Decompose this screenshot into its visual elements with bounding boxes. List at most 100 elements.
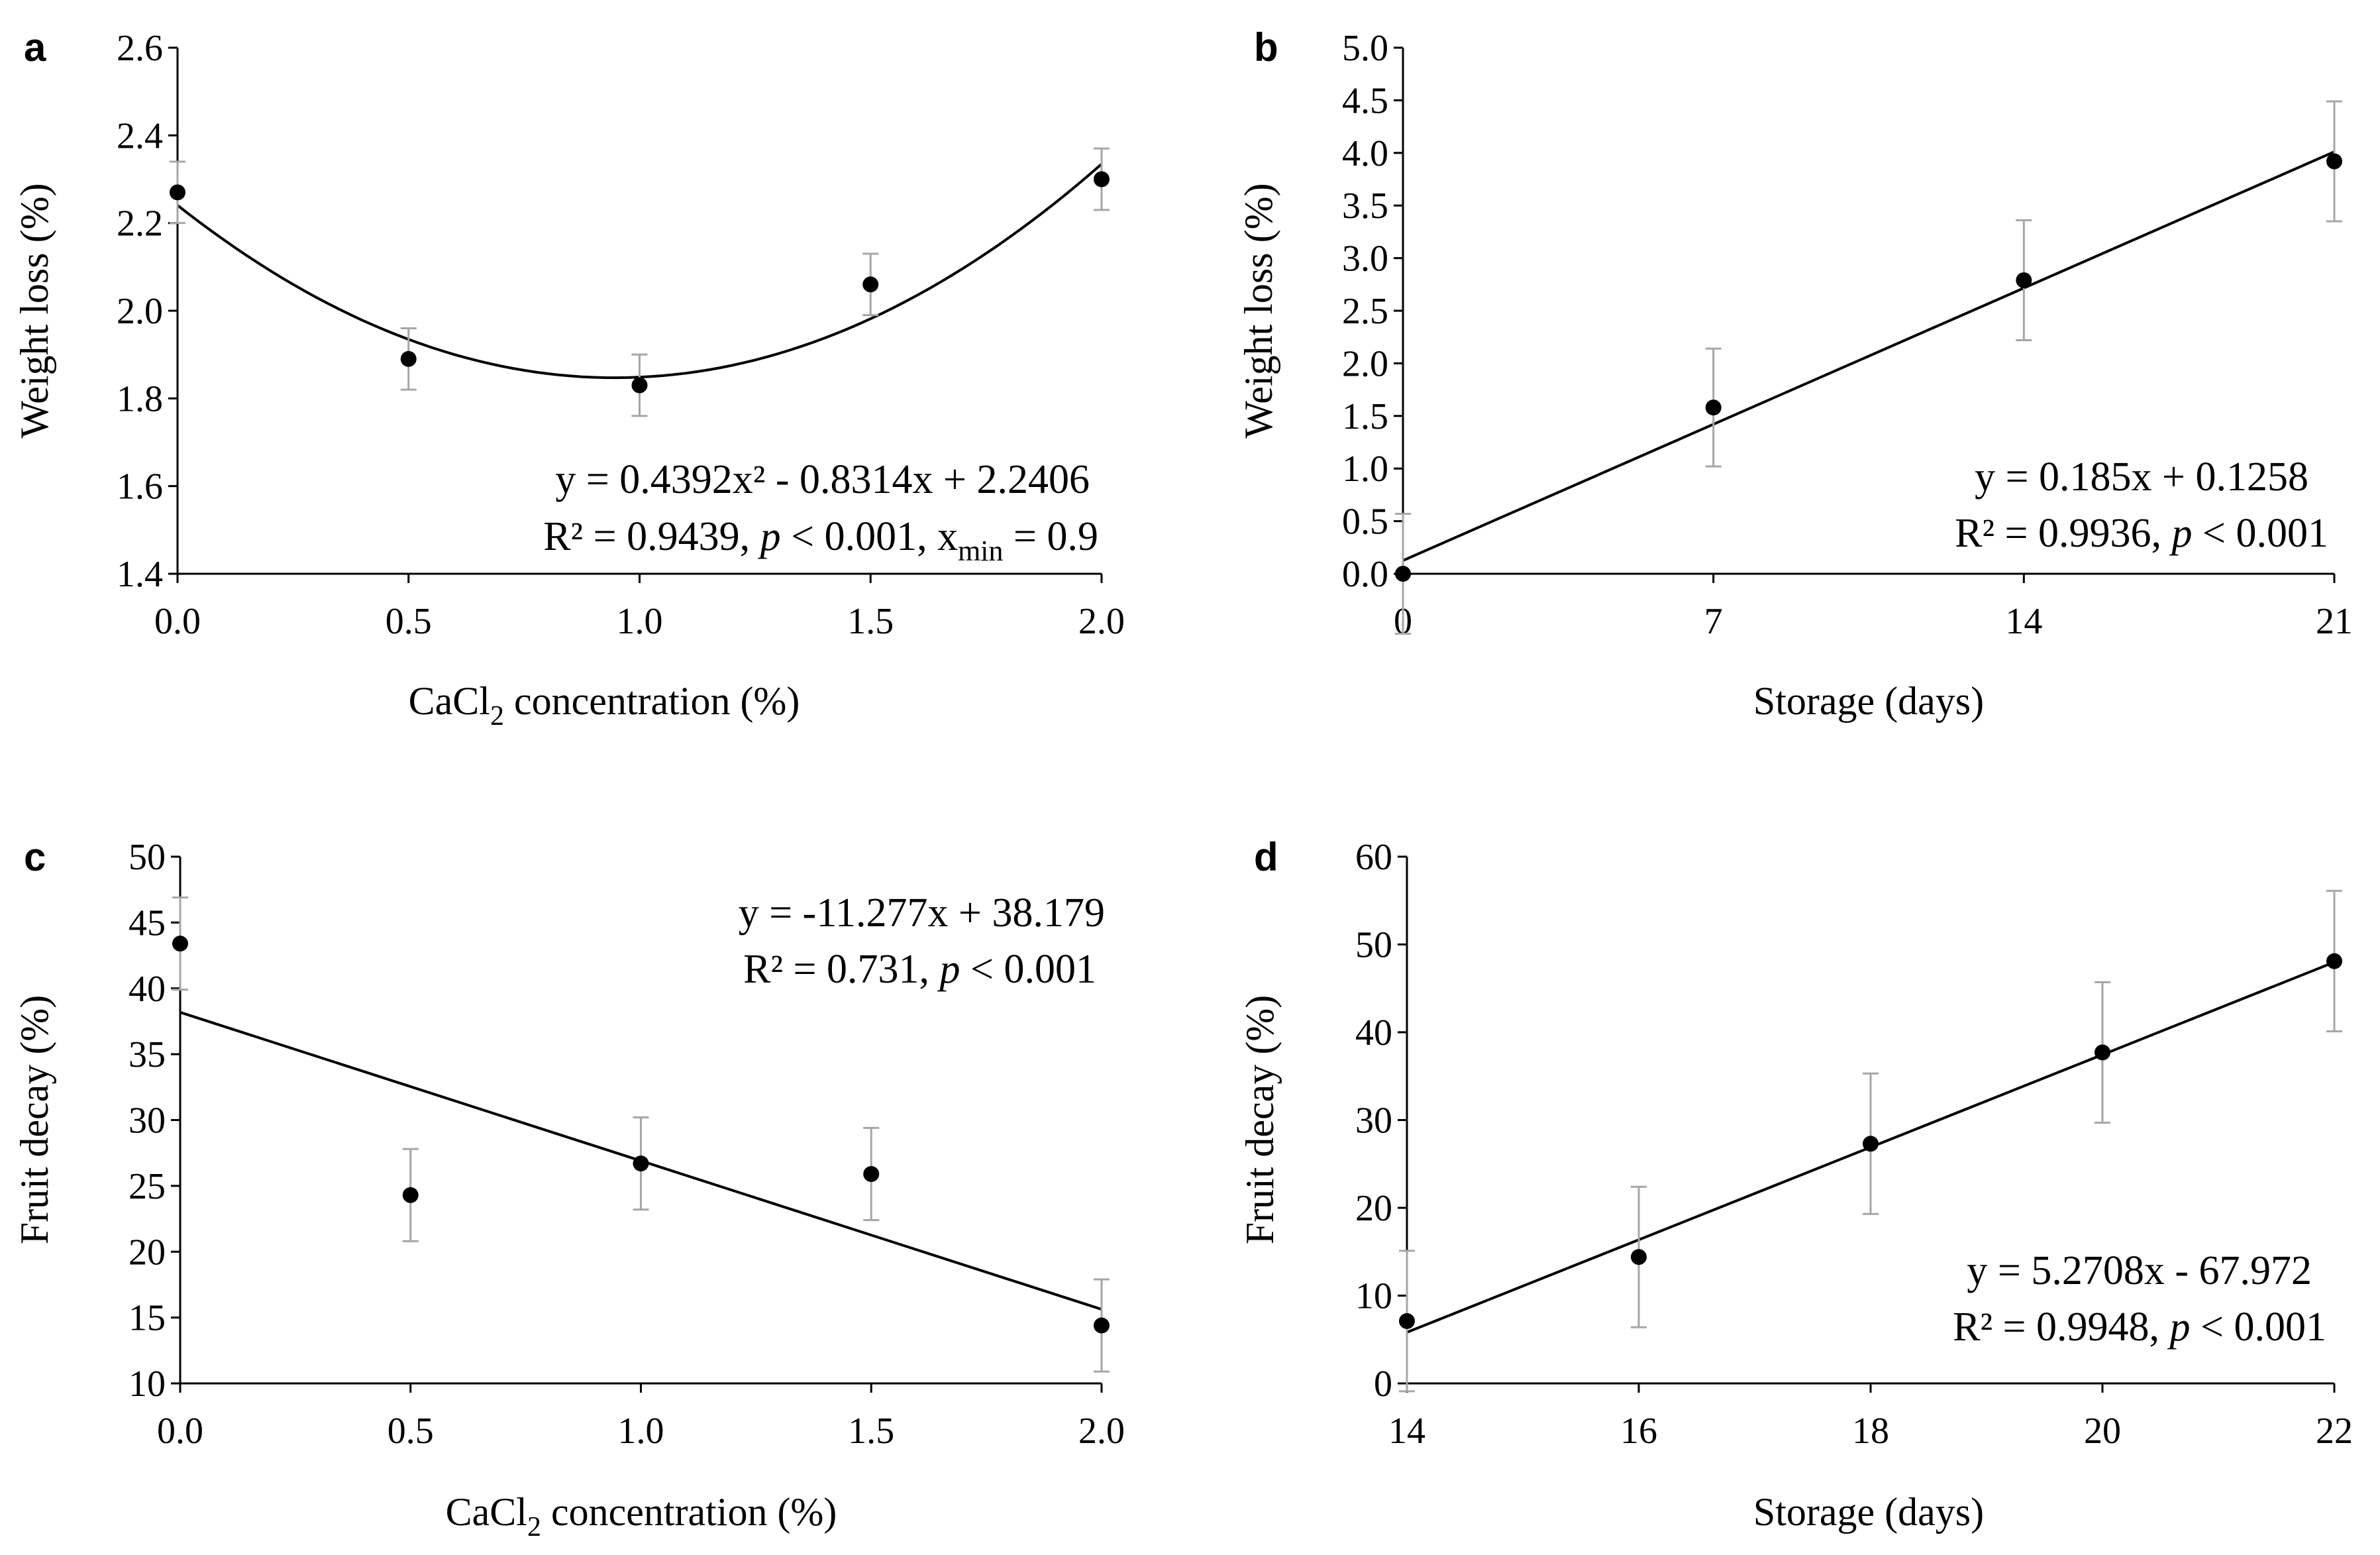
x-tick-label: 1.5 <box>848 1411 894 1452</box>
y-tick-label: 35 <box>129 1034 166 1075</box>
y-tick-label: 50 <box>1355 925 1392 966</box>
y-axis: 0 10 20 30 40 50 60 <box>1355 837 1407 1405</box>
y-tick-label: 2.0 <box>1342 343 1388 384</box>
x-label-subscript: 2 <box>490 701 504 731</box>
y-tick-label: 20 <box>1355 1188 1392 1229</box>
x-axis-label: Storage (days) <box>1753 1490 1984 1534</box>
x-axis: 0 7 14 21 <box>1394 574 2353 642</box>
eq2-compare: < 0.001 <box>2191 1305 2326 1350</box>
y-tick-label: 40 <box>1355 1012 1392 1053</box>
data-point <box>631 377 648 394</box>
eq2-r2: R² = 0.9948, <box>1953 1305 2169 1350</box>
data-point <box>400 350 417 367</box>
data-point <box>1094 1317 1110 1334</box>
y-tick-label: 10 <box>1355 1276 1392 1317</box>
x-axis: 0.0 0.5 1.0 1.5 2.0 <box>157 1383 1125 1452</box>
y-tick-label: 1.4 <box>117 554 163 595</box>
eq2-r2: R² = 0.9936, <box>1955 511 2171 556</box>
x-label-rest: concentration (%) <box>541 1490 837 1534</box>
panel-c: c 10 15 20 25 30 35 40 45 50 0.0 0.5 1.0 1.5 2.0 Fru… <box>13 835 1125 1542</box>
data-point <box>1395 566 1411 582</box>
y-tick-label: 0 <box>1374 1364 1392 1405</box>
data-point <box>402 1187 419 1203</box>
data-point <box>2326 153 2342 170</box>
x-axis-label: CaCl2 concentration (%) <box>409 679 800 731</box>
x-axis: 0.0 0.5 1.0 1.5 2.0 <box>154 574 1125 642</box>
eq2-subscript: min <box>958 535 1003 567</box>
y-tick-label: 15 <box>129 1298 166 1339</box>
data-point <box>1631 1249 1647 1265</box>
data-point <box>1094 171 1110 188</box>
equation-line-2: R² = 0.9948, p < 0.001 <box>1953 1305 2326 1350</box>
fit-line <box>1402 150 2335 562</box>
data-point <box>1399 1313 1415 1329</box>
y-axis: 0.0 0.5 1.0 1.5 2.0 2.5 3.0 3.5 4.0 4.5 5.0 <box>1342 28 1403 595</box>
eq2-compare: < 0.001 <box>960 947 1096 992</box>
x-tick-label: 18 <box>1852 1411 1889 1452</box>
x-label-main: CaCl <box>446 1490 527 1534</box>
x-tick-label: 0.0 <box>157 1411 203 1452</box>
eq2-p: p <box>2167 1305 2191 1350</box>
y-tick-label: 60 <box>1355 837 1392 878</box>
data-point <box>2326 953 2342 969</box>
panel-label-c: c <box>24 835 46 879</box>
y-tick-label: 1.6 <box>117 466 163 508</box>
fit-curve <box>176 163 1103 380</box>
x-tick-label: 20 <box>2084 1411 2121 1452</box>
panel-b: b 0.00.51.01.52.02.53.03.54.04.55.0 0 7 14… <box>1237 25 2353 723</box>
y-tick-label: 40 <box>129 969 166 1010</box>
x-tick-label: 14 <box>2005 601 2042 642</box>
y-tick-label: 30 <box>1355 1100 1392 1142</box>
y-axis-label: Fruit decay (%) <box>1238 995 1282 1245</box>
x-label-rest: concentration (%) <box>504 679 800 723</box>
eq2-p: p <box>2169 511 2193 556</box>
x-tick-label: 21 <box>2316 601 2353 642</box>
y-tick-label: 20 <box>129 1232 166 1273</box>
data-points <box>170 171 1110 394</box>
trend-curve <box>176 163 1103 380</box>
y-tick-label: 1.5 <box>1342 396 1388 437</box>
y-axis: 10 15 20 25 30 35 40 45 50 <box>129 837 180 1405</box>
x-tick-label: 22 <box>2316 1411 2353 1452</box>
eq2-xmin: = 0.9 <box>1004 514 1098 559</box>
y-tick-label: 1.8 <box>117 378 163 419</box>
equation-line-1: y = -11.277x + 38.179 <box>739 890 1105 936</box>
y-axis-label: Fruit decay (%) <box>13 995 56 1245</box>
y-tick-label: 45 <box>129 902 166 943</box>
y-tick-label: 50 <box>129 837 166 878</box>
x-tick-label: 7 <box>1704 601 1723 642</box>
panel-label-b: b <box>1254 25 1278 70</box>
x-label-main: CaCl <box>409 679 490 723</box>
y-tick-label: 2.0 <box>117 291 163 332</box>
y-tick-label: 30 <box>129 1100 166 1142</box>
eq2-r2: R² = 0.9439, <box>543 514 760 559</box>
eq2-r2: R² = 0.731, <box>743 947 939 992</box>
x-axis-label: Storage (days) <box>1753 679 1984 723</box>
data-points <box>172 936 1110 1334</box>
y-tick-label: 2.6 <box>117 28 163 69</box>
data-points <box>1399 953 2342 1329</box>
equation-line-1: y = 0.4392x² - 0.8314x + 2.2406 <box>555 457 1090 502</box>
y-tick-label: 2.5 <box>1342 291 1388 332</box>
y-tick-label: 4.5 <box>1342 80 1388 121</box>
data-point <box>170 184 185 201</box>
trend-line <box>1402 150 2335 562</box>
y-tick-label: 2.4 <box>117 115 163 156</box>
x-label-subscript: 2 <box>527 1512 541 1542</box>
y-tick-label: 0.5 <box>1342 502 1388 543</box>
equation-line-2: R² = 0.9936, p < 0.001 <box>1955 511 2328 556</box>
equation-line-2: R² = 0.731, p < 0.001 <box>743 947 1096 992</box>
eq2-compare: < 0.001 <box>2193 511 2328 556</box>
data-point <box>172 936 188 952</box>
data-point <box>862 276 879 293</box>
y-axis-label: Weight loss (%) <box>1237 183 1280 438</box>
y-tick-label: 0.0 <box>1342 554 1388 595</box>
data-point <box>633 1155 649 1172</box>
x-tick-label: 2.0 <box>1078 1411 1125 1452</box>
panel-d: d 0 10 20 30 40 50 60 14 16 18 20 22 Fruit decay (… <box>1238 835 2353 1534</box>
x-tick-label: 0.5 <box>386 601 432 642</box>
y-axis: 1.4 1.6 1.8 2.0 2.2 2.4 2.6 <box>117 28 178 595</box>
data-point <box>2016 272 2032 288</box>
x-tick-label: 14 <box>1388 1411 1425 1452</box>
